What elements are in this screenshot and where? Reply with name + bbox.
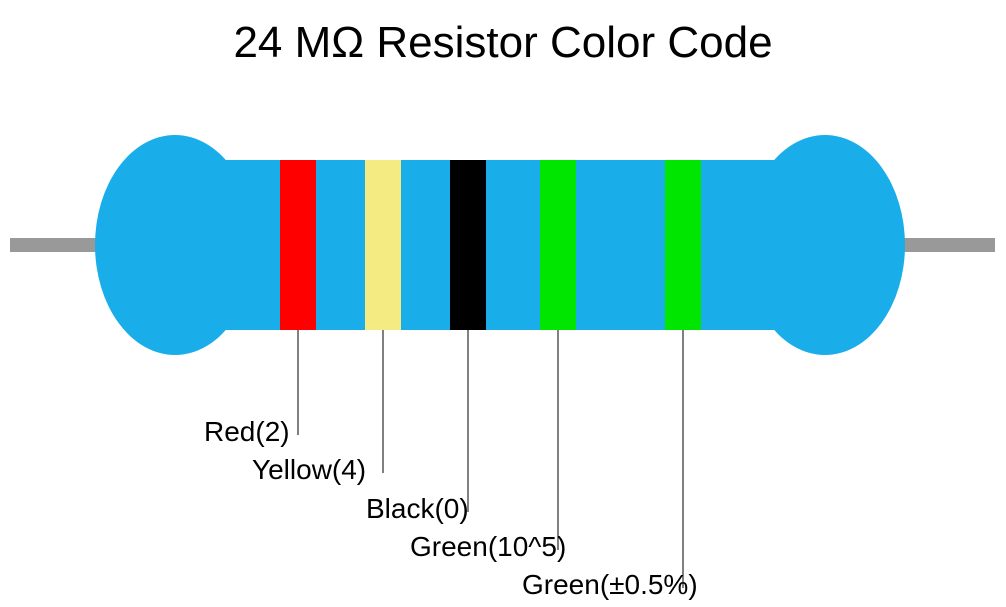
band-1-label: Red(2) — [204, 416, 290, 448]
band-4-label: Green(10^5) — [410, 531, 566, 563]
resistor-diagram — [0, 0, 1006, 607]
band-4 — [540, 160, 576, 330]
band-3 — [450, 160, 486, 330]
band-3-label: Black(0) — [366, 493, 469, 525]
band-5 — [665, 160, 701, 330]
band-2-label: Yellow(4) — [252, 454, 366, 486]
band-1 — [280, 160, 316, 330]
band-2 — [365, 160, 401, 330]
band-5-label: Green(±0.5%) — [522, 569, 698, 601]
